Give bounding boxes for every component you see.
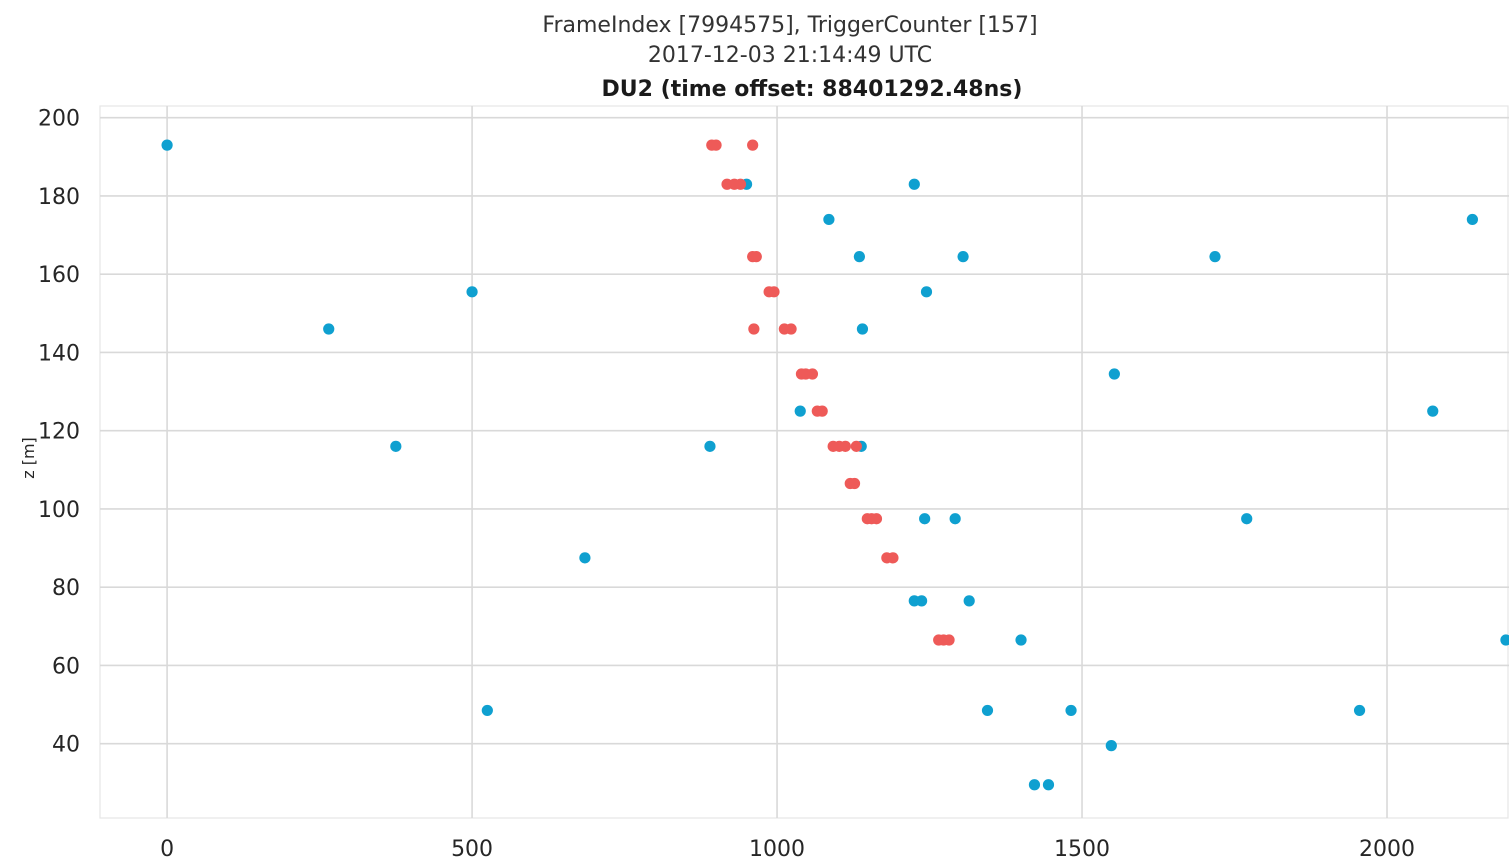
- data-point-blue: [1427, 405, 1439, 417]
- data-point-blue: [161, 139, 173, 151]
- data-point-blue: [919, 513, 931, 525]
- data-point-blue: [704, 440, 716, 452]
- y-tick-label: 160: [38, 263, 80, 288]
- y-tick-label: 140: [38, 341, 80, 366]
- data-point-blue: [1105, 740, 1117, 752]
- data-point-blue: [1042, 779, 1055, 791]
- data-point-blue: [957, 251, 969, 263]
- y-tick-label: 200: [38, 107, 80, 132]
- data-point-blue: [1466, 213, 1479, 226]
- data-point-blue: [1028, 779, 1041, 791]
- data-point-blue: [390, 440, 402, 452]
- data-point-red: [734, 178, 747, 190]
- data-point-blue: [323, 323, 335, 335]
- data-point-blue: [1241, 513, 1253, 525]
- data-point-blue: [949, 513, 961, 525]
- data-point-blue: [1209, 251, 1221, 263]
- data-point-blue: [853, 251, 865, 263]
- x-tick-label: 2000: [1359, 837, 1415, 860]
- data-point-blue: [856, 323, 869, 335]
- data-points: [161, 139, 1509, 791]
- data-point-red: [839, 440, 851, 452]
- data-point-blue: [823, 213, 835, 226]
- data-point-red: [710, 139, 722, 151]
- data-point-red: [848, 477, 861, 490]
- data-point-blue: [916, 595, 928, 607]
- data-point-blue: [1500, 634, 1509, 646]
- data-point-red: [747, 139, 759, 151]
- data-point-red: [943, 634, 955, 646]
- data-point-red: [768, 286, 780, 298]
- y-tick-label: 100: [38, 498, 80, 523]
- data-point-red: [750, 251, 762, 263]
- data-point-red: [785, 323, 797, 335]
- x-tick-label: 500: [451, 837, 493, 860]
- x-tick-label: 1000: [749, 837, 805, 860]
- data-point-red: [887, 552, 899, 564]
- data-point-red: [850, 440, 862, 452]
- y-axis-label: z [m]: [19, 437, 38, 479]
- data-point-blue: [794, 405, 806, 417]
- data-point-blue: [1015, 634, 1027, 646]
- data-point-blue: [481, 704, 493, 717]
- data-point-red: [748, 323, 760, 335]
- data-point-blue: [1065, 704, 1077, 717]
- data-point-blue: [1108, 368, 1120, 380]
- y-tick-label: 40: [52, 733, 80, 758]
- x-tick-label: 1500: [1054, 837, 1110, 860]
- y-tick-label: 180: [38, 185, 80, 210]
- chart-subtitle: 2017-12-03 21:14:49 UTC: [648, 43, 932, 68]
- grid-lines: [99, 105, 1509, 819]
- data-point-blue: [920, 286, 933, 298]
- y-tick-label: 60: [52, 654, 80, 679]
- chart-title: FrameIndex [7994575], TriggerCounter [15…: [542, 13, 1037, 38]
- data-point-blue: [466, 286, 478, 298]
- plot-area: [99, 105, 1509, 819]
- data-point-red: [870, 513, 883, 525]
- data-point-blue: [963, 595, 975, 607]
- tick-labels: 0 500 1000 1500 2000 40 60 80 100 120 140 160 180 200: [38, 107, 1415, 860]
- panel-title: DU2 (time offset: 88401292.48ns): [602, 77, 1023, 102]
- x-tick-label: 0: [160, 837, 174, 860]
- y-tick-label: 80: [52, 576, 80, 601]
- data-point-blue: [579, 552, 591, 564]
- data-point-red: [806, 368, 819, 380]
- y-tick-label: 120: [38, 420, 80, 445]
- data-point-blue: [1353, 704, 1366, 717]
- data-point-blue: [908, 178, 920, 190]
- data-point-red: [816, 405, 828, 417]
- data-point-blue: [981, 704, 994, 717]
